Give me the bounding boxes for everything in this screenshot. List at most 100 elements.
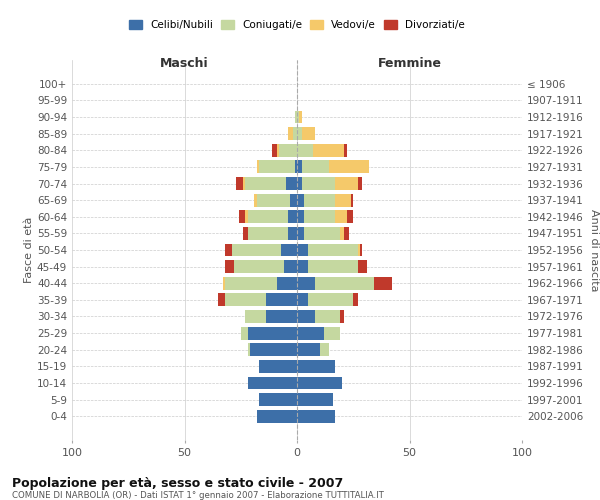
Bar	[284, 260, 297, 273]
Bar	[297, 144, 313, 156]
Bar	[353, 294, 358, 306]
Bar	[225, 260, 234, 273]
Bar	[225, 294, 265, 306]
Bar	[257, 194, 290, 206]
Bar	[304, 194, 335, 206]
Bar	[335, 194, 351, 206]
Bar	[277, 277, 297, 289]
Bar	[340, 310, 344, 323]
Bar	[308, 260, 358, 273]
Bar	[279, 144, 297, 156]
Bar	[297, 110, 299, 124]
Bar	[297, 376, 342, 390]
Bar	[308, 244, 358, 256]
Bar	[254, 194, 257, 206]
Bar	[297, 294, 308, 306]
Bar	[302, 160, 329, 173]
Bar	[293, 127, 297, 140]
Bar	[245, 210, 248, 223]
Bar	[297, 160, 302, 173]
Bar	[265, 310, 297, 323]
Bar	[302, 127, 315, 140]
Bar	[295, 110, 297, 124]
Bar	[297, 260, 308, 273]
Bar	[324, 326, 340, 340]
Bar	[225, 277, 277, 289]
Bar	[344, 144, 347, 156]
Bar	[358, 177, 362, 190]
Bar	[299, 110, 302, 124]
Bar	[248, 376, 297, 390]
Bar	[234, 260, 284, 273]
Bar	[315, 277, 373, 289]
Bar	[297, 194, 304, 206]
Bar	[257, 410, 297, 422]
Bar	[335, 177, 358, 190]
Bar	[304, 227, 340, 240]
Bar	[243, 177, 245, 190]
Bar	[302, 177, 335, 190]
Bar	[313, 144, 344, 156]
Bar	[243, 227, 248, 240]
Bar	[297, 244, 308, 256]
Bar	[257, 160, 259, 173]
Bar	[297, 177, 302, 190]
Y-axis label: Fasce di età: Fasce di età	[24, 217, 34, 283]
Bar	[340, 227, 344, 240]
Bar	[218, 294, 225, 306]
Bar	[286, 177, 297, 190]
Bar	[259, 360, 297, 373]
Text: Femmine: Femmine	[377, 58, 442, 70]
Bar	[320, 344, 329, 356]
Bar	[297, 344, 320, 356]
Bar	[225, 244, 232, 256]
Bar	[241, 326, 248, 340]
Bar	[245, 310, 265, 323]
Bar	[297, 227, 304, 240]
Bar	[288, 127, 293, 140]
Y-axis label: Anni di nascita: Anni di nascita	[589, 209, 599, 291]
Bar	[304, 210, 335, 223]
Bar	[248, 210, 288, 223]
Bar	[248, 326, 297, 340]
Bar	[265, 294, 297, 306]
Bar	[223, 277, 225, 289]
Bar	[297, 360, 335, 373]
Bar	[347, 210, 353, 223]
Bar	[360, 244, 362, 256]
Bar	[297, 410, 335, 422]
Bar	[358, 244, 360, 256]
Text: Maschi: Maschi	[160, 58, 209, 70]
Bar	[290, 194, 297, 206]
Bar	[297, 310, 315, 323]
Text: COMUNE DI NARBOLIA (OR) - Dati ISTAT 1° gennaio 2007 - Elaborazione TUTTITALIA.I: COMUNE DI NARBOLIA (OR) - Dati ISTAT 1° …	[12, 491, 384, 500]
Bar	[344, 227, 349, 240]
Bar	[297, 326, 324, 340]
Bar	[232, 244, 281, 256]
Bar	[248, 344, 250, 356]
Bar	[245, 177, 286, 190]
Bar	[351, 194, 353, 206]
Bar	[288, 210, 297, 223]
Bar	[315, 310, 340, 323]
Bar	[373, 277, 392, 289]
Legend: Celibi/Nubili, Coniugati/e, Vedovi/e, Divorziati/e: Celibi/Nubili, Coniugati/e, Vedovi/e, Di…	[125, 16, 469, 34]
Bar	[272, 144, 277, 156]
Text: Popolazione per età, sesso e stato civile - 2007: Popolazione per età, sesso e stato civil…	[12, 478, 343, 490]
Bar	[281, 244, 297, 256]
Bar	[297, 393, 333, 406]
Bar	[259, 160, 295, 173]
Bar	[295, 160, 297, 173]
Bar	[329, 160, 369, 173]
Bar	[308, 294, 353, 306]
Bar	[236, 177, 243, 190]
Bar	[250, 344, 297, 356]
Bar	[358, 260, 367, 273]
Bar	[259, 393, 297, 406]
Bar	[297, 127, 302, 140]
Bar	[277, 144, 279, 156]
Bar	[239, 210, 245, 223]
Bar	[335, 210, 347, 223]
Bar	[248, 227, 288, 240]
Bar	[297, 210, 304, 223]
